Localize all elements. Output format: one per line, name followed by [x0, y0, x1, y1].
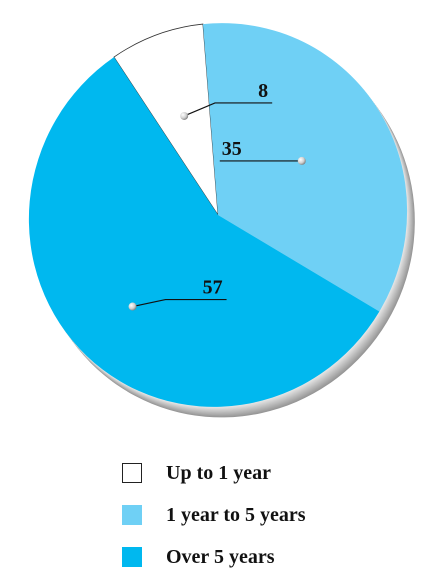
legend-item-1-to-5-years: 1 year to 5 years — [122, 494, 306, 536]
legend-swatch-up-to-1-year — [122, 463, 142, 483]
legend-item-over-5-years: Over 5 years — [122, 536, 306, 578]
legend-label: Over 5 years — [166, 546, 275, 569]
legend-item-up-to-1-year: Up to 1 year — [122, 452, 306, 494]
legend-swatch-over-5-years — [122, 547, 142, 567]
legend-swatch-1-to-5-years — [122, 505, 142, 525]
legend-label: 1 year to 5 years — [166, 504, 306, 527]
legend-label: Up to 1 year — [166, 462, 271, 485]
data-label: 57 — [203, 277, 223, 299]
legend: Up to 1 year 1 year to 5 years Over 5 ye… — [122, 452, 306, 578]
data-label: 8 — [258, 80, 268, 102]
callout-dot — [298, 157, 306, 165]
callout-dot — [129, 303, 137, 311]
callout-dot — [180, 112, 188, 120]
data-label: 35 — [222, 138, 242, 160]
